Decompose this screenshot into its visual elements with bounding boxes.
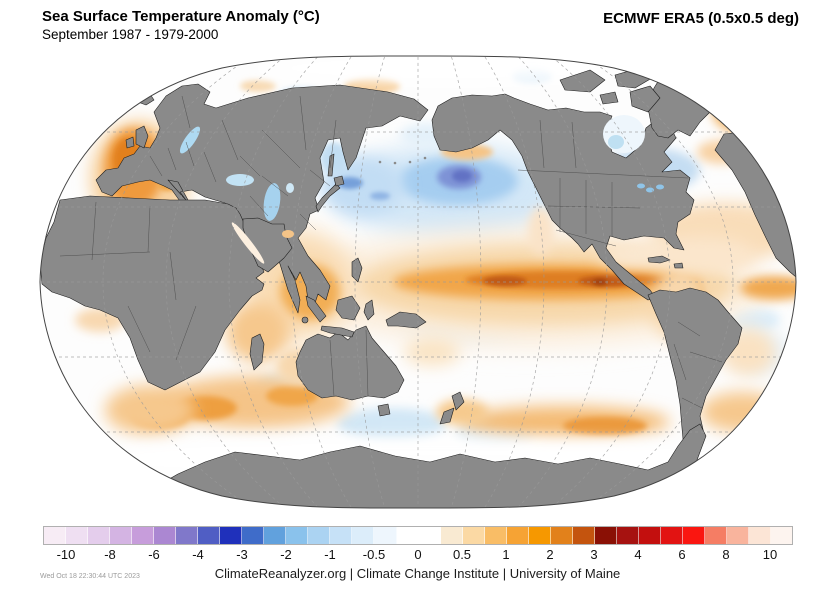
colorbar-segment [286, 527, 309, 544]
land-cuba [647, 255, 671, 264]
colorbar-segment [704, 527, 727, 544]
colorbar-tick: -1 [324, 547, 336, 562]
colorbar-tick: 8 [722, 547, 730, 562]
colorbar-segment [440, 527, 463, 544]
colorbar-segment [484, 527, 507, 544]
colorbar-segment [616, 527, 639, 544]
colorbar-segment [396, 527, 419, 544]
land-japan [315, 183, 341, 213]
colorbar-tick-labels: -10 -8 -6 -4 -3 -2 -1 -0.5 0 0.5 1 2 3 4 6 8 10 [44, 547, 792, 563]
colorbar-segment [220, 527, 243, 544]
colorbar-tick: 3 [590, 547, 598, 562]
land-new-zealand-north [451, 391, 465, 411]
land-ireland [125, 136, 135, 149]
land-sulawesi [363, 299, 375, 321]
land-layer [40, 63, 796, 509]
colorbar-tick: -2 [280, 547, 292, 562]
colorbar-segment [594, 527, 617, 544]
colorbar-tick: -0.5 [362, 547, 386, 562]
colorbar-segment [330, 527, 353, 544]
colorbar-segment [682, 527, 705, 544]
colorbar-segment [528, 527, 551, 544]
page-subtitle: September 1987 - 1979-2000 [42, 27, 219, 42]
land-africa [40, 195, 265, 391]
render-timestamp: Wed Oct 18 22:30:44 UTC 2023 [40, 573, 140, 580]
colorbar-segment [418, 527, 441, 544]
land-tasmania [377, 403, 391, 417]
colorbar-tick: 0.5 [452, 547, 472, 562]
page-title: Sea Surface Temperature Anomaly (°C) [42, 8, 320, 25]
colorbar-segment [374, 527, 397, 544]
colorbar-tick: -6 [148, 547, 160, 562]
colorbar-tick: 0 [414, 547, 422, 562]
colorbar-segment [352, 527, 375, 544]
land-sri-lanka [301, 316, 309, 324]
colorbar-tick: 2 [546, 547, 554, 562]
land-hokkaido [333, 175, 345, 187]
colorbar-segment [132, 527, 155, 544]
colorbar-segment [88, 527, 111, 544]
colorbar-tick: -3 [236, 547, 248, 562]
colorbar-segment [660, 527, 683, 544]
land-north-america [431, 93, 695, 301]
colorbar-segment [308, 527, 331, 544]
colorbar-segment [176, 527, 199, 544]
land-madagascar [249, 333, 265, 371]
land-australia [295, 325, 405, 401]
colorbar-segment [771, 527, 793, 544]
colorbar-segment [572, 527, 595, 544]
dataset-label: ECMWF ERA5 (0.5x0.5 deg) [603, 10, 799, 27]
graticule-layer [41, 56, 795, 508]
land-aleutians [378, 156, 427, 165]
land-arctic-islands [559, 67, 661, 113]
land-hispaniola [673, 262, 684, 269]
colorbar-segment [749, 527, 772, 544]
land-borneo [335, 295, 361, 321]
colorbar [43, 526, 793, 545]
land-sumatra [305, 295, 327, 323]
colorbar-segment [198, 527, 221, 544]
colorbar-tick: 4 [634, 547, 642, 562]
inland-water-layer [179, 115, 664, 264]
land-eurasia [95, 83, 429, 314]
colorbar-tick: -10 [56, 547, 76, 562]
colorbar-segment [506, 527, 529, 544]
colorbar-tick: -4 [192, 547, 204, 562]
colorbar-segment [110, 527, 133, 544]
credit-line: ClimateReanalyzer.org | Climate Change I… [214, 566, 621, 581]
map-outline [39, 55, 797, 509]
colorbar-tick: 6 [678, 547, 686, 562]
land-uk [135, 125, 149, 149]
land-java [320, 325, 355, 338]
land-sakhalin [327, 153, 335, 177]
land-philippines [351, 257, 363, 283]
colorbar-segment [550, 527, 573, 544]
land-new-zealand-south [439, 407, 455, 425]
colorbar-tick: 10 [762, 547, 778, 562]
colorbar-tick: -8 [104, 547, 116, 562]
colorbar-segment [462, 527, 485, 544]
land-falklands [723, 461, 729, 467]
colorbar-segment [726, 527, 749, 544]
colorbar-segment [242, 527, 265, 544]
colorbar-segment [66, 527, 89, 544]
land-new-guinea [385, 311, 427, 329]
colorbar-segment [638, 527, 661, 544]
colorbar-segment [44, 527, 67, 544]
colorbar-segment [264, 527, 287, 544]
colorbar-tick: 1 [502, 547, 510, 562]
colorbar-segment [154, 527, 177, 544]
